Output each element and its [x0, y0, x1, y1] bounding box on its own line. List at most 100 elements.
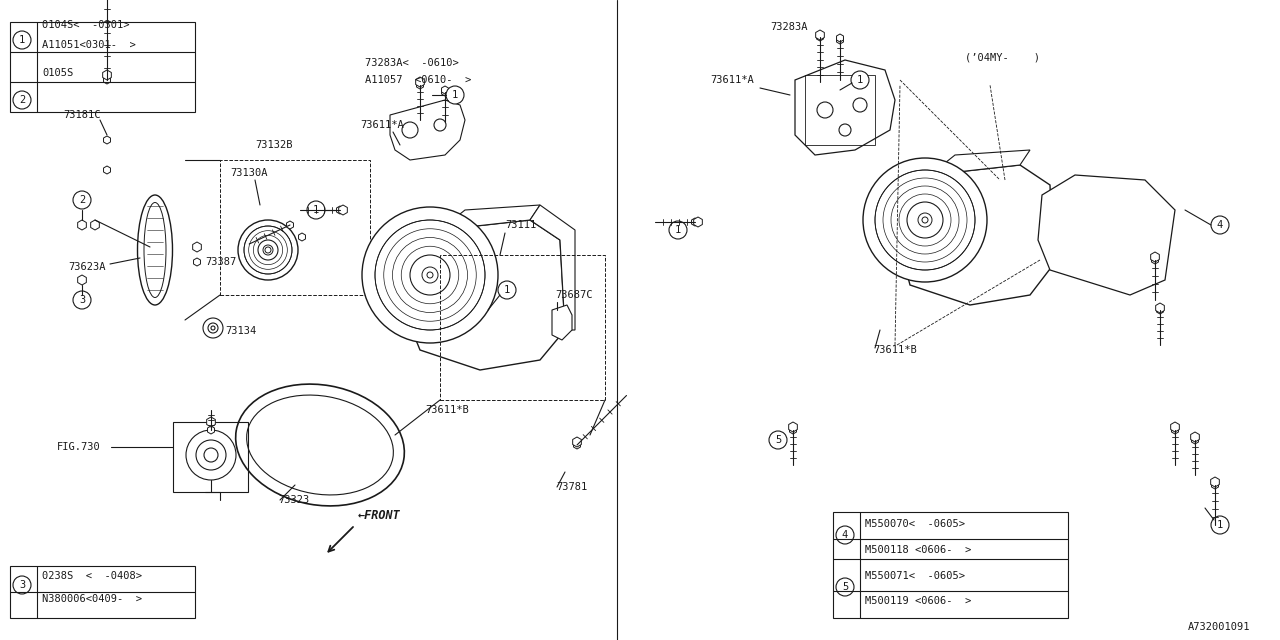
- Text: 0238S  <  -0408>: 0238S < -0408>: [42, 571, 142, 581]
- Circle shape: [209, 323, 218, 333]
- Circle shape: [851, 71, 869, 89]
- Text: 73111: 73111: [506, 220, 536, 230]
- Polygon shape: [1151, 252, 1160, 262]
- Polygon shape: [401, 220, 564, 370]
- Polygon shape: [1211, 477, 1220, 487]
- Text: 73781: 73781: [556, 482, 588, 492]
- Bar: [173, 422, 248, 492]
- Circle shape: [434, 119, 445, 131]
- Text: 0105S: 0105S: [42, 68, 73, 78]
- Text: A11051<0301-  >: A11051<0301- >: [42, 40, 136, 50]
- Polygon shape: [530, 205, 575, 330]
- Bar: [440, 255, 605, 400]
- Polygon shape: [795, 60, 895, 155]
- Text: 1: 1: [675, 225, 681, 235]
- Circle shape: [422, 267, 438, 283]
- Circle shape: [852, 98, 867, 112]
- Circle shape: [817, 102, 833, 118]
- Text: M500119 <0606-  >: M500119 <0606- >: [865, 596, 972, 606]
- Polygon shape: [1190, 432, 1199, 442]
- Ellipse shape: [145, 202, 166, 298]
- Circle shape: [13, 31, 31, 49]
- Circle shape: [73, 291, 91, 309]
- Text: A11057  <0610-  >: A11057 <0610- >: [365, 75, 471, 85]
- Circle shape: [1211, 216, 1229, 234]
- Bar: [220, 160, 370, 295]
- Polygon shape: [416, 81, 424, 89]
- Polygon shape: [1156, 303, 1165, 313]
- Polygon shape: [298, 233, 306, 241]
- Ellipse shape: [247, 395, 393, 495]
- Polygon shape: [207, 426, 215, 434]
- Polygon shape: [104, 136, 110, 144]
- Circle shape: [238, 220, 298, 280]
- Circle shape: [863, 158, 987, 282]
- Polygon shape: [1152, 256, 1158, 264]
- Text: (’04MY-    ): (’04MY- ): [965, 52, 1039, 62]
- Polygon shape: [1171, 426, 1179, 434]
- Circle shape: [669, 221, 687, 239]
- Text: 1: 1: [452, 90, 458, 100]
- Circle shape: [204, 448, 218, 462]
- Text: 73134: 73134: [225, 326, 256, 336]
- Text: 73323: 73323: [278, 495, 310, 505]
- Circle shape: [498, 281, 516, 299]
- Text: 3: 3: [19, 580, 26, 590]
- Polygon shape: [442, 86, 448, 94]
- Polygon shape: [416, 77, 425, 87]
- Text: 73387: 73387: [205, 257, 237, 267]
- Polygon shape: [837, 36, 844, 44]
- Text: ←FRONT: ←FRONT: [358, 509, 401, 522]
- Bar: [833, 512, 1068, 618]
- Polygon shape: [339, 205, 347, 215]
- Text: 2: 2: [79, 195, 86, 205]
- Polygon shape: [1212, 481, 1219, 489]
- Circle shape: [204, 318, 223, 338]
- Circle shape: [908, 202, 943, 238]
- Polygon shape: [573, 441, 580, 449]
- Circle shape: [838, 124, 851, 136]
- Polygon shape: [897, 165, 1053, 305]
- Circle shape: [402, 122, 419, 138]
- Circle shape: [307, 201, 325, 219]
- Circle shape: [375, 220, 485, 330]
- Polygon shape: [337, 206, 343, 214]
- Polygon shape: [694, 217, 703, 227]
- Text: 73181C: 73181C: [63, 110, 101, 120]
- Polygon shape: [572, 437, 581, 447]
- Text: N380006<0409-  >: N380006<0409- >: [42, 594, 142, 604]
- Text: 73623A: 73623A: [68, 262, 105, 272]
- Ellipse shape: [236, 384, 404, 506]
- Text: 73611*B: 73611*B: [425, 405, 468, 415]
- Circle shape: [922, 217, 928, 223]
- Text: 73283A<  -0610>: 73283A< -0610>: [365, 58, 458, 68]
- Circle shape: [445, 86, 465, 104]
- Polygon shape: [1171, 422, 1179, 432]
- Text: 1: 1: [856, 75, 863, 85]
- Circle shape: [265, 247, 271, 253]
- Text: 5: 5: [774, 435, 781, 445]
- Circle shape: [244, 226, 292, 274]
- Polygon shape: [837, 34, 844, 42]
- Circle shape: [13, 576, 31, 594]
- Text: A732001091: A732001091: [1188, 622, 1251, 632]
- Text: 4: 4: [842, 530, 849, 540]
- Polygon shape: [193, 258, 201, 266]
- Polygon shape: [1192, 436, 1198, 444]
- Polygon shape: [1038, 175, 1175, 295]
- Circle shape: [196, 440, 227, 470]
- Polygon shape: [104, 76, 110, 84]
- Polygon shape: [206, 417, 215, 427]
- Text: M550070<  -0605>: M550070< -0605>: [865, 519, 965, 529]
- Text: M500118 <0606-  >: M500118 <0606- >: [865, 545, 972, 555]
- Text: 1: 1: [504, 285, 511, 295]
- Text: 73283A: 73283A: [771, 22, 808, 32]
- Circle shape: [410, 255, 451, 295]
- Circle shape: [259, 240, 278, 260]
- Circle shape: [73, 191, 91, 209]
- Polygon shape: [788, 422, 797, 432]
- Polygon shape: [193, 242, 201, 252]
- Circle shape: [13, 91, 31, 109]
- Text: 73611*A: 73611*A: [360, 120, 403, 130]
- Circle shape: [362, 207, 498, 343]
